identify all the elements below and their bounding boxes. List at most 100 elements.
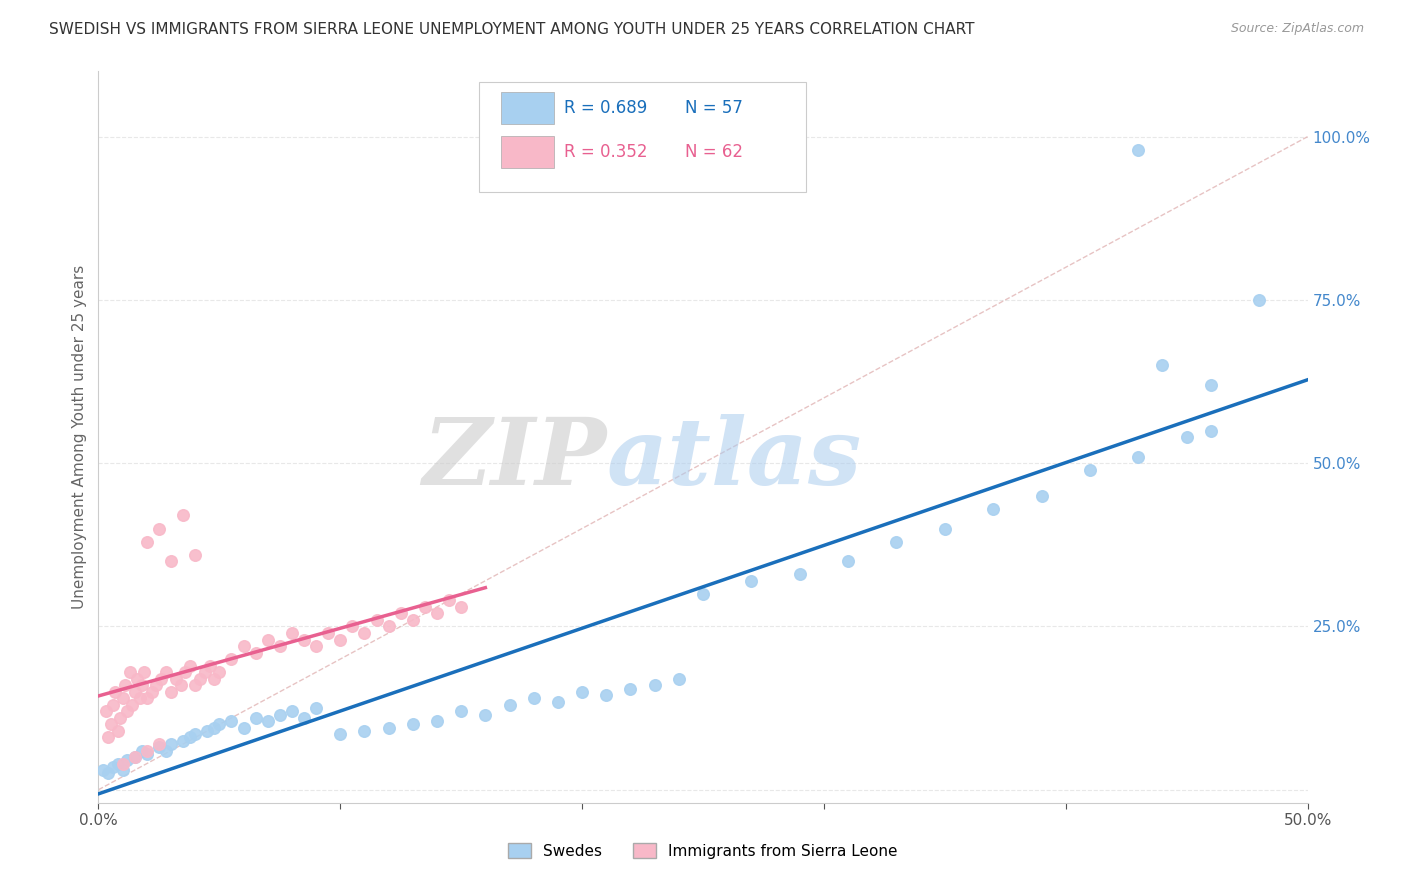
- Point: [104, 685, 127, 699]
- Point: [131, 743, 153, 757]
- Point: [269, 707, 291, 722]
- Point: [1152, 358, 1174, 372]
- Point: [108, 711, 131, 725]
- FancyBboxPatch shape: [479, 82, 806, 192]
- Point: [135, 747, 157, 761]
- Point: [329, 632, 352, 647]
- Point: [100, 717, 122, 731]
- Point: [366, 613, 388, 627]
- FancyBboxPatch shape: [501, 136, 554, 168]
- Point: [413, 599, 436, 614]
- Point: [101, 698, 124, 712]
- Point: [402, 613, 425, 627]
- Point: [111, 763, 134, 777]
- Point: [402, 717, 425, 731]
- Point: [145, 678, 167, 692]
- Point: [94, 705, 117, 719]
- Point: [245, 711, 267, 725]
- Point: [184, 727, 207, 741]
- Point: [107, 756, 129, 771]
- Point: [221, 652, 243, 666]
- Point: [141, 685, 163, 699]
- Point: [148, 521, 170, 535]
- Point: [281, 626, 304, 640]
- Point: [740, 574, 762, 588]
- Point: [1031, 489, 1053, 503]
- Point: [1175, 430, 1198, 444]
- Point: [305, 639, 328, 653]
- Point: [179, 731, 201, 745]
- Point: [135, 743, 157, 757]
- Point: [135, 691, 157, 706]
- Point: [194, 665, 217, 680]
- Text: atlas: atlas: [606, 414, 862, 504]
- Point: [595, 688, 617, 702]
- Point: [426, 714, 449, 728]
- Point: [619, 681, 641, 696]
- Point: [155, 743, 177, 757]
- Point: [789, 567, 811, 582]
- Point: [692, 587, 714, 601]
- Point: [437, 593, 460, 607]
- Point: [124, 750, 146, 764]
- Text: SWEDISH VS IMMIGRANTS FROM SIERRA LEONE UNEMPLOYMENT AMONG YOUTH UNDER 25 YEARS : SWEDISH VS IMMIGRANTS FROM SIERRA LEONE …: [49, 22, 974, 37]
- Point: [292, 711, 315, 725]
- Point: [668, 672, 690, 686]
- Point: [97, 731, 120, 745]
- Point: [1249, 293, 1271, 307]
- Point: [837, 554, 859, 568]
- Point: [160, 685, 183, 699]
- Point: [172, 733, 194, 747]
- Point: [195, 723, 218, 738]
- Point: [1128, 143, 1150, 157]
- Point: [198, 658, 221, 673]
- Text: N = 57: N = 57: [685, 99, 742, 117]
- Legend: Swedes, Immigrants from Sierra Leone: Swedes, Immigrants from Sierra Leone: [502, 837, 904, 864]
- Point: [934, 521, 956, 535]
- Point: [117, 705, 139, 719]
- Point: [111, 756, 134, 771]
- Point: [305, 701, 328, 715]
- Point: [114, 678, 136, 692]
- Point: [121, 698, 143, 712]
- Point: [184, 678, 207, 692]
- Point: [134, 665, 156, 680]
- Point: [1199, 377, 1222, 392]
- Point: [426, 607, 449, 621]
- Point: [1078, 463, 1101, 477]
- Point: [208, 717, 231, 731]
- Point: [256, 714, 278, 728]
- Point: [208, 665, 231, 680]
- Point: [886, 534, 908, 549]
- Point: [547, 695, 569, 709]
- Point: [111, 691, 134, 706]
- Point: [232, 639, 254, 653]
- Point: [188, 672, 211, 686]
- Point: [329, 727, 352, 741]
- Point: [160, 554, 183, 568]
- Point: [135, 534, 157, 549]
- Point: [221, 714, 243, 728]
- Point: [450, 705, 472, 719]
- Point: [184, 548, 207, 562]
- Point: [117, 753, 139, 767]
- Point: [150, 672, 173, 686]
- Point: [118, 665, 141, 680]
- Point: [498, 698, 520, 712]
- Point: [389, 607, 412, 621]
- Point: [377, 619, 399, 633]
- Point: [128, 691, 150, 706]
- Point: [124, 685, 146, 699]
- Text: R = 0.689: R = 0.689: [564, 99, 647, 117]
- Point: [204, 721, 226, 735]
- Point: [160, 737, 183, 751]
- Point: [148, 740, 170, 755]
- FancyBboxPatch shape: [501, 92, 554, 124]
- Text: ZIP: ZIP: [422, 414, 606, 504]
- Point: [172, 508, 194, 523]
- Text: N = 62: N = 62: [685, 143, 742, 161]
- Point: [1199, 424, 1222, 438]
- Point: [232, 721, 254, 735]
- Point: [97, 766, 120, 780]
- Text: Source: ZipAtlas.com: Source: ZipAtlas.com: [1230, 22, 1364, 36]
